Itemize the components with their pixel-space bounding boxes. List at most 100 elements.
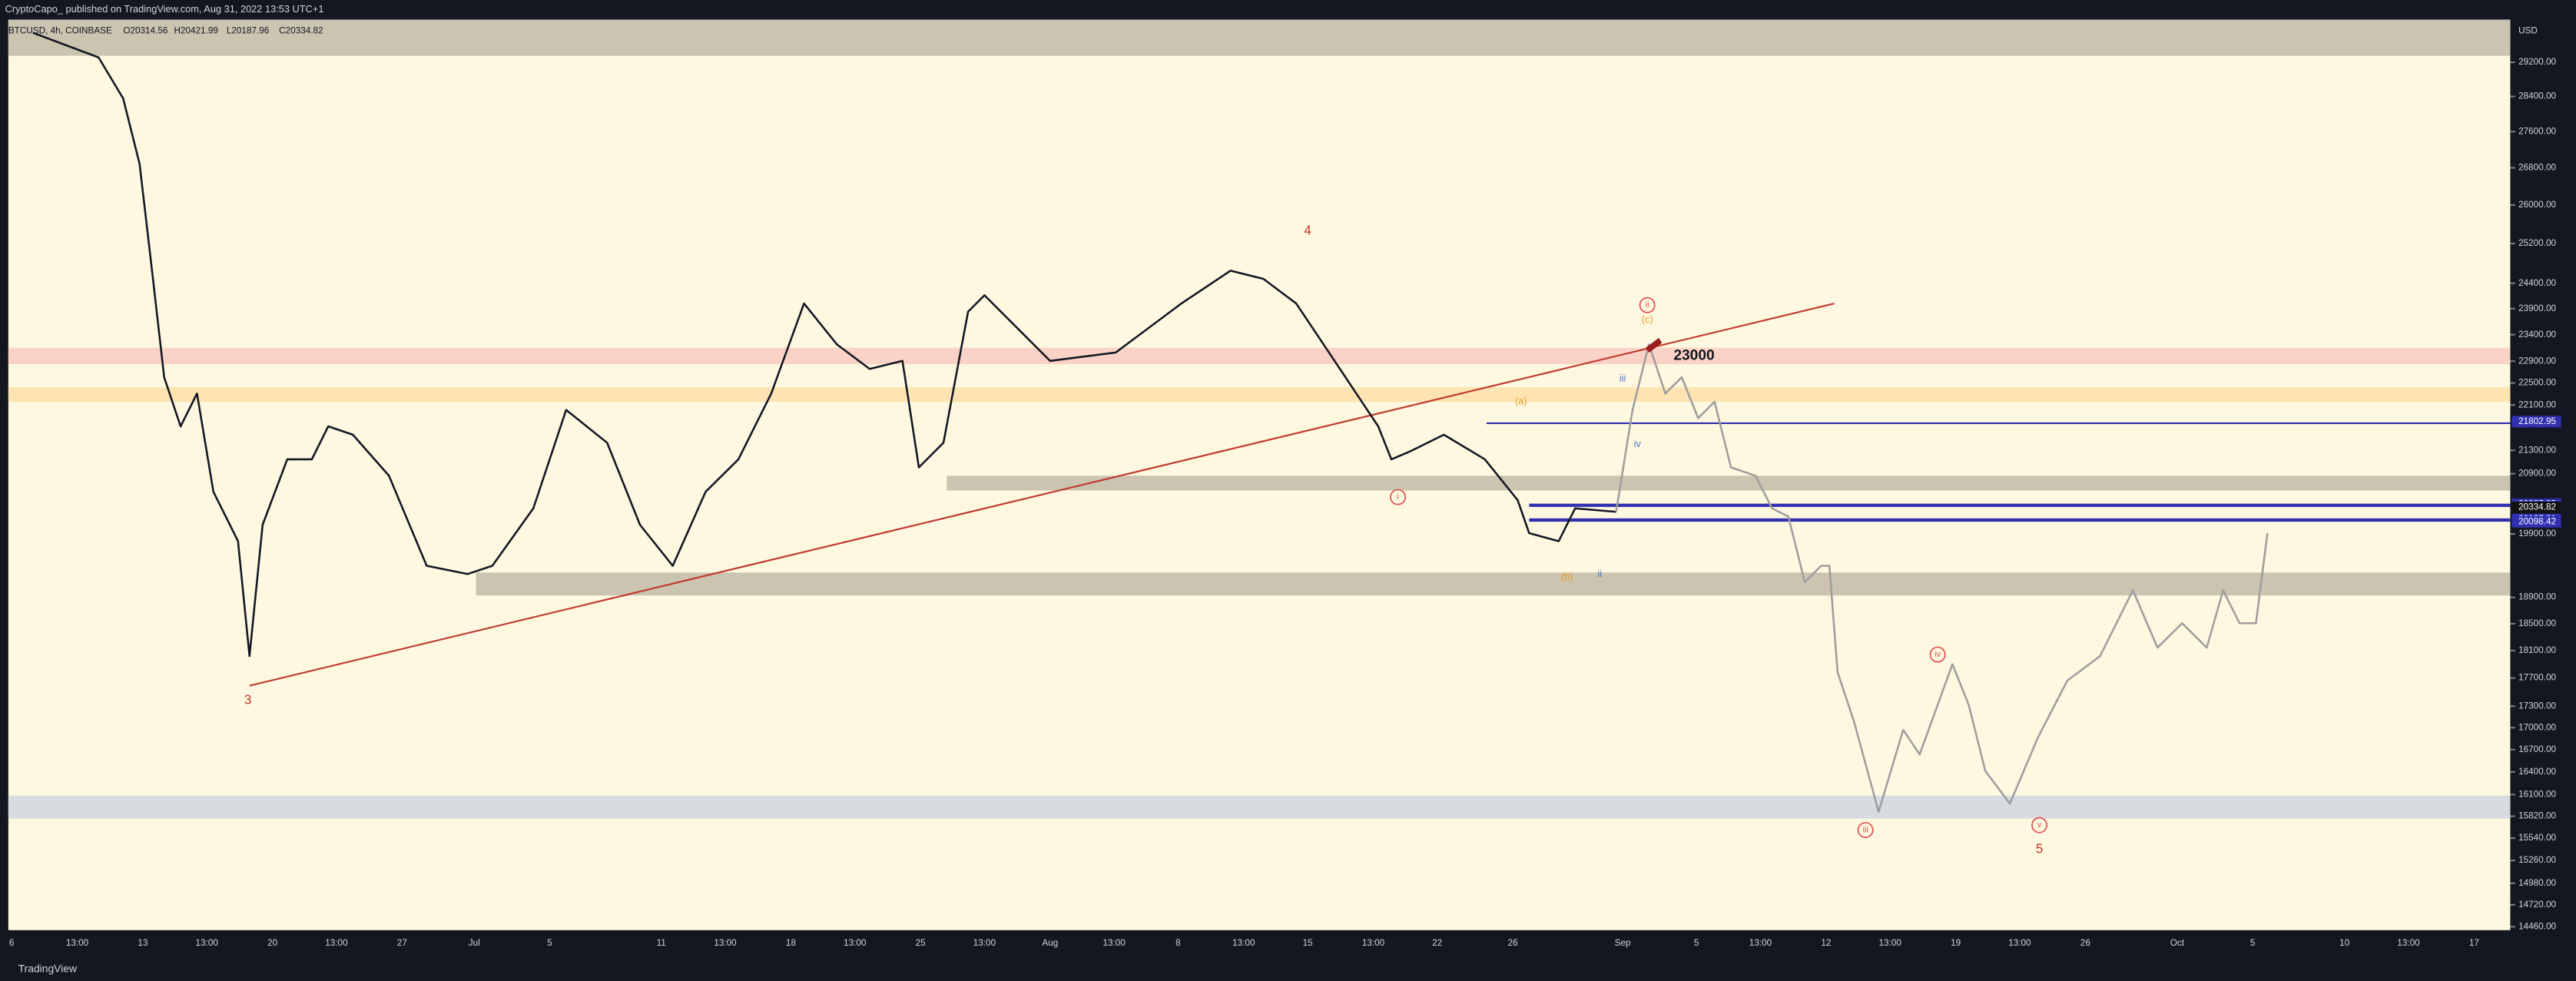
price-marker	[2511, 416, 2561, 428]
time-label: 25	[916, 938, 927, 948]
price-label: 21300.00	[2518, 445, 2556, 455]
price-label: 18900.00	[2518, 592, 2556, 602]
wave-a: (a)	[1515, 396, 1527, 407]
circle	[1857, 822, 1874, 839]
time-label: 15	[1303, 938, 1314, 948]
time-label: 10	[2339, 938, 2350, 948]
price-label: 22900.00	[2518, 356, 2556, 366]
time-label: 6	[9, 938, 15, 948]
wave-b: (b)	[1561, 571, 1573, 582]
time-label: 8	[1175, 938, 1181, 948]
price-marker-label: 21802.95	[2518, 416, 2556, 426]
price-marker	[2511, 515, 2561, 528]
price-label: 23900.00	[2518, 303, 2556, 313]
circle	[1390, 489, 1407, 505]
time-label: Jul	[469, 938, 480, 948]
price-label: 15260.00	[2518, 855, 2556, 865]
time-label: Sep	[1615, 938, 1631, 948]
price-marker	[2511, 501, 2561, 513]
time-label: 13:00	[2397, 938, 2420, 948]
price-label: 15540.00	[2518, 833, 2556, 843]
price-label: 22100.00	[2518, 399, 2556, 409]
plot-area	[8, 19, 2511, 930]
price-label: 27600.00	[2518, 126, 2556, 136]
zone-top	[8, 19, 2511, 56]
ohlc-high: H20421.99	[174, 26, 218, 36]
circle	[1929, 646, 1946, 663]
price-label: 18500.00	[2518, 618, 2556, 628]
time-label: 18	[786, 938, 797, 948]
time-label: 12	[1821, 938, 1831, 948]
ohlc-open: O20314.56	[123, 26, 168, 36]
subwave-iv: iv	[1634, 438, 1642, 449]
zone-pink	[8, 347, 2511, 365]
wave-iv: iv	[1934, 650, 1941, 659]
time-label: 13:00	[844, 938, 867, 948]
price-label: 22500.00	[2518, 378, 2556, 388]
wave-v: v	[2037, 820, 2042, 830]
price-label: 15820.00	[2518, 811, 2556, 821]
time-label: Aug	[1042, 938, 1058, 948]
time-label: 13:00	[66, 938, 89, 948]
currency: USD	[2518, 26, 2538, 36]
price-label: 14720.00	[2518, 900, 2556, 910]
circle	[1639, 297, 1656, 313]
price-label: 17300.00	[2518, 701, 2556, 711]
price-label: 14460.00	[2518, 921, 2556, 931]
wave-ii: ii	[1646, 300, 1649, 310]
time-label: 13:00	[325, 938, 348, 948]
price-label: 23400.00	[2518, 330, 2556, 340]
time-label: 13:00	[714, 938, 737, 948]
time-label: 13:00	[196, 938, 219, 948]
circle	[2031, 817, 2048, 834]
time-label: 27	[397, 938, 407, 948]
time-label: 20	[267, 938, 278, 948]
time-label: 26	[2080, 938, 2091, 948]
time-label: Oct	[2170, 938, 2185, 948]
time-label: 11	[657, 938, 666, 948]
time-label: 5	[1694, 938, 1699, 948]
price-marker-label: 20334.82	[2518, 502, 2556, 512]
trend-line	[249, 303, 1835, 687]
price-label: 29200.00	[2518, 57, 2556, 67]
wave-c: (c)	[1642, 313, 1653, 325]
price-label: 25200.00	[2518, 238, 2556, 248]
price-label: 28400.00	[2518, 91, 2556, 101]
time-label: 13:00	[1879, 938, 1902, 948]
price-label: 18100.00	[2518, 645, 2556, 655]
time-label: 22	[1432, 938, 1442, 948]
price-layer	[32, 31, 2269, 814]
wave-iii: iii	[1863, 825, 1868, 834]
time-label: 5	[547, 938, 552, 948]
wave-circles	[1390, 297, 2048, 839]
price-label: 16700.00	[2518, 744, 2556, 754]
zone-grey	[947, 476, 2511, 491]
price-label: 14980.00	[2518, 878, 2556, 888]
time-label: 17	[2469, 938, 2479, 948]
price-label: 17000.00	[2518, 722, 2556, 732]
price-label: 20900.00	[2518, 469, 2556, 479]
wave-label: 5	[2036, 842, 2044, 857]
zone-orange	[8, 386, 2511, 403]
wave-label: 4	[1304, 224, 1311, 238]
time-label: 13:00	[1232, 938, 1255, 948]
price-label: 19900.00	[2518, 529, 2556, 539]
time-label: 26	[1508, 938, 1519, 948]
time-label: 13:00	[2008, 938, 2031, 948]
price-label: 16100.00	[2518, 789, 2556, 799]
projection-path	[1615, 343, 2269, 814]
subwave-ii: ii	[1597, 568, 1602, 579]
target-label: 23000	[1673, 347, 1714, 363]
price-label: 16400.00	[2518, 767, 2556, 777]
time-label: 13:00	[1362, 938, 1385, 948]
wave-label: 3	[244, 692, 252, 707]
price-label: 26000.00	[2518, 200, 2556, 210]
ohlc-low: L20187.96	[227, 26, 270, 36]
price-label: 26800.00	[2518, 163, 2556, 173]
symbol: BTCUSD, 4h, COINBASE	[8, 26, 112, 36]
wave-i: i	[1397, 492, 1398, 502]
price-label: 24400.00	[2518, 278, 2556, 288]
target-arrow	[1646, 337, 1663, 353]
